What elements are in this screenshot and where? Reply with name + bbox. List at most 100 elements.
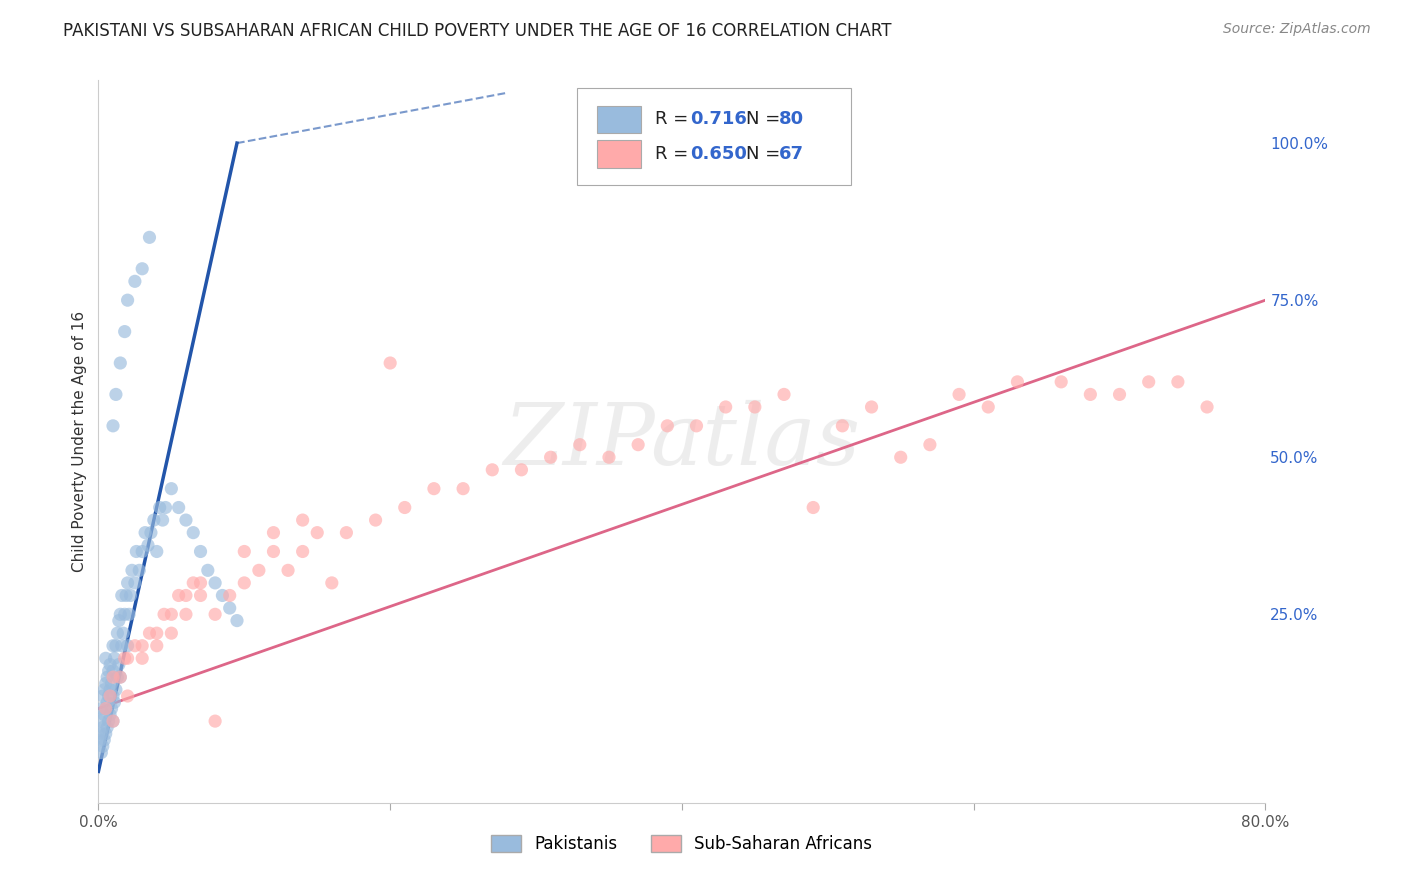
Point xyxy=(204,575,226,590)
FancyBboxPatch shape xyxy=(576,87,851,185)
Point xyxy=(105,626,128,640)
Point xyxy=(481,463,503,477)
Point xyxy=(510,463,533,477)
Point xyxy=(291,544,314,558)
Point xyxy=(146,626,169,640)
Point xyxy=(89,733,111,747)
Point xyxy=(149,500,172,515)
Point xyxy=(98,707,121,722)
Point xyxy=(93,682,115,697)
Point xyxy=(146,544,169,558)
FancyBboxPatch shape xyxy=(596,105,641,133)
Point xyxy=(97,714,120,728)
Point xyxy=(1137,375,1160,389)
Point xyxy=(100,701,122,715)
Point xyxy=(918,438,941,452)
Point xyxy=(801,500,824,515)
Point xyxy=(233,544,256,558)
Point xyxy=(101,689,124,703)
Point xyxy=(262,544,284,558)
Text: N =: N = xyxy=(747,111,786,128)
Point xyxy=(831,418,853,433)
Point xyxy=(890,450,912,465)
Point xyxy=(394,500,416,515)
FancyBboxPatch shape xyxy=(596,140,641,168)
Point xyxy=(117,293,139,308)
Point xyxy=(97,664,120,678)
Text: N =: N = xyxy=(747,145,786,163)
Point xyxy=(181,525,204,540)
Point xyxy=(101,418,124,433)
Point xyxy=(190,544,212,558)
Point xyxy=(152,513,174,527)
Point xyxy=(117,651,139,665)
Point xyxy=(277,563,299,577)
Point xyxy=(174,607,197,622)
Point xyxy=(97,689,120,703)
Point xyxy=(114,607,136,622)
Point xyxy=(1108,387,1130,401)
Point xyxy=(117,575,139,590)
Point xyxy=(204,714,226,728)
Y-axis label: Child Poverty Under the Age of 16: Child Poverty Under the Age of 16 xyxy=(72,311,87,572)
Point xyxy=(117,689,139,703)
Point xyxy=(598,450,620,465)
Point xyxy=(321,575,343,590)
Point xyxy=(146,639,169,653)
Point xyxy=(96,695,118,709)
Point xyxy=(233,575,256,590)
Point xyxy=(110,670,132,684)
Point xyxy=(155,500,177,515)
Point xyxy=(131,639,153,653)
Point xyxy=(714,400,737,414)
Point xyxy=(94,676,117,690)
Point xyxy=(91,739,114,754)
Point xyxy=(211,589,233,603)
Point xyxy=(174,589,197,603)
Point xyxy=(124,575,146,590)
Point xyxy=(105,670,128,684)
Point xyxy=(131,544,153,558)
Point xyxy=(117,639,139,653)
Point xyxy=(138,626,160,640)
Point xyxy=(124,639,146,653)
Point xyxy=(291,513,314,527)
Point xyxy=(111,589,134,603)
Point xyxy=(94,701,117,715)
Point xyxy=(307,525,329,540)
Legend: Pakistanis, Sub-Saharan Africans: Pakistanis, Sub-Saharan Africans xyxy=(485,828,879,860)
Text: R =: R = xyxy=(655,145,695,163)
Point xyxy=(167,500,190,515)
Point xyxy=(112,626,135,640)
Point xyxy=(125,544,148,558)
Point xyxy=(685,418,707,433)
Text: Source: ZipAtlas.com: Source: ZipAtlas.com xyxy=(1223,22,1371,37)
Point xyxy=(1007,375,1029,389)
Point xyxy=(89,714,111,728)
Point xyxy=(114,651,136,665)
Point xyxy=(190,575,212,590)
Point xyxy=(128,563,150,577)
Point xyxy=(108,614,131,628)
Point xyxy=(977,400,1000,414)
Text: R =: R = xyxy=(655,111,695,128)
Point xyxy=(380,356,402,370)
Point xyxy=(93,707,115,722)
Point xyxy=(101,714,124,728)
Point xyxy=(451,482,474,496)
Text: 0.716: 0.716 xyxy=(690,111,747,128)
Point xyxy=(90,746,112,760)
Text: ZIPatlas: ZIPatlas xyxy=(503,401,860,483)
Point xyxy=(174,513,197,527)
Point xyxy=(94,651,117,665)
Point xyxy=(142,513,165,527)
Point xyxy=(335,525,357,540)
Point xyxy=(540,450,562,465)
Point xyxy=(247,563,270,577)
Text: PAKISTANI VS SUBSAHARAN AFRICAN CHILD POVERTY UNDER THE AGE OF 16 CORRELATION CH: PAKISTANI VS SUBSAHARAN AFRICAN CHILD PO… xyxy=(63,22,891,40)
Point xyxy=(948,387,970,401)
Point xyxy=(160,607,183,622)
Point xyxy=(190,589,212,603)
Point xyxy=(98,682,121,697)
Point xyxy=(181,575,204,590)
